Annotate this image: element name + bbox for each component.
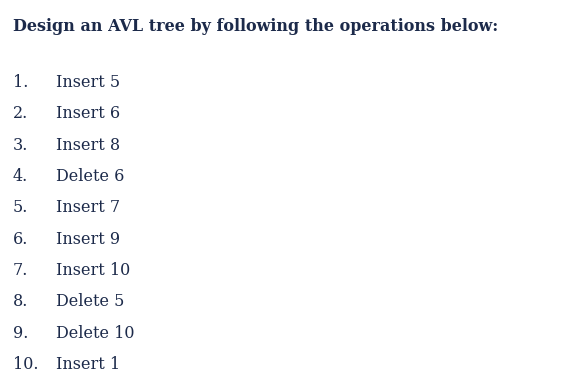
Text: Insert 6: Insert 6 <box>56 105 120 122</box>
Text: 2.: 2. <box>13 105 28 122</box>
Text: 1.: 1. <box>13 74 28 91</box>
Text: Insert 7: Insert 7 <box>56 199 120 216</box>
Text: 6.: 6. <box>13 231 28 248</box>
Text: 7.: 7. <box>13 262 28 279</box>
Text: 4.: 4. <box>13 168 28 185</box>
Text: Insert 10: Insert 10 <box>56 262 130 279</box>
Text: 5.: 5. <box>13 199 28 216</box>
Text: Insert 1: Insert 1 <box>56 356 120 369</box>
Text: 8.: 8. <box>13 293 28 310</box>
Text: Insert 9: Insert 9 <box>56 231 120 248</box>
Text: Delete 5: Delete 5 <box>56 293 124 310</box>
Text: Design an AVL tree by following the operations below:: Design an AVL tree by following the oper… <box>13 18 498 35</box>
Text: Insert 8: Insert 8 <box>56 137 120 154</box>
Text: 10.: 10. <box>13 356 38 369</box>
Text: Delete 10: Delete 10 <box>56 325 135 342</box>
Text: 9.: 9. <box>13 325 28 342</box>
Text: 3.: 3. <box>13 137 28 154</box>
Text: Delete 6: Delete 6 <box>56 168 124 185</box>
Text: Insert 5: Insert 5 <box>56 74 120 91</box>
